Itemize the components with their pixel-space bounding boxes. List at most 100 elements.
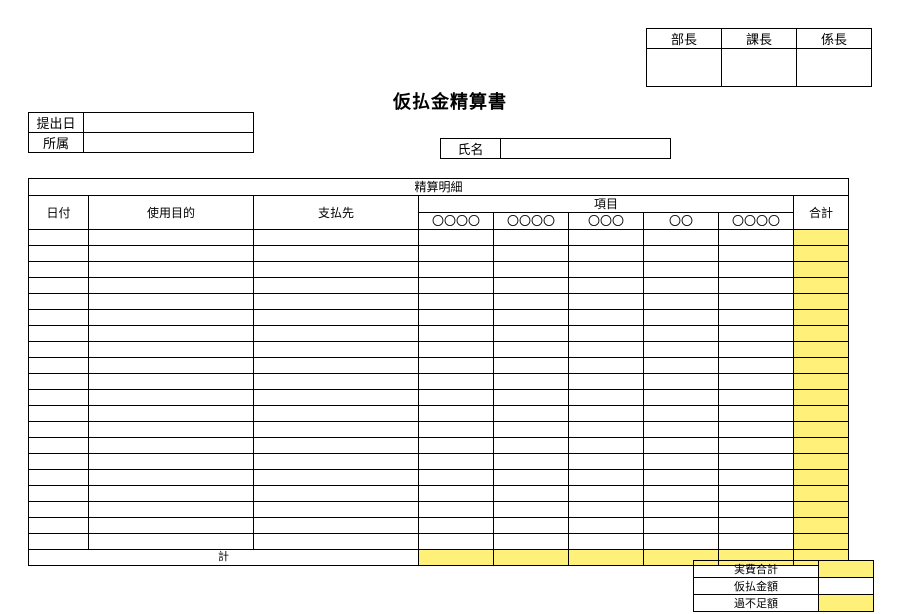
- row-cell[interactable]: [254, 406, 419, 422]
- row-cell[interactable]: [419, 534, 494, 550]
- row-cell[interactable]: [29, 310, 89, 326]
- row-cell[interactable]: [254, 518, 419, 534]
- row-cell[interactable]: [494, 390, 569, 406]
- row-cell[interactable]: [644, 294, 719, 310]
- row-cell[interactable]: [644, 262, 719, 278]
- row-cell[interactable]: [29, 294, 89, 310]
- row-cell[interactable]: [254, 342, 419, 358]
- row-cell[interactable]: [719, 342, 794, 358]
- row-cell[interactable]: [719, 294, 794, 310]
- row-cell[interactable]: [419, 246, 494, 262]
- row-cell[interactable]: [644, 486, 719, 502]
- row-cell[interactable]: [89, 294, 254, 310]
- row-cell[interactable]: [719, 390, 794, 406]
- row-cell[interactable]: [719, 502, 794, 518]
- row-cell[interactable]: [89, 534, 254, 550]
- row-cell[interactable]: [254, 294, 419, 310]
- row-cell[interactable]: [419, 326, 494, 342]
- row-total-cell[interactable]: [794, 246, 849, 262]
- row-cell[interactable]: [89, 342, 254, 358]
- row-cell[interactable]: [29, 486, 89, 502]
- row-cell[interactable]: [644, 470, 719, 486]
- approval-stamp-kakaricho[interactable]: [797, 49, 872, 87]
- row-cell[interactable]: [29, 230, 89, 246]
- row-cell[interactable]: [644, 502, 719, 518]
- row-cell[interactable]: [569, 326, 644, 342]
- row-cell[interactable]: [419, 470, 494, 486]
- row-total-cell[interactable]: [794, 406, 849, 422]
- row-cell[interactable]: [569, 518, 644, 534]
- row-cell[interactable]: [89, 502, 254, 518]
- row-total-cell[interactable]: [794, 518, 849, 534]
- row-cell[interactable]: [569, 278, 644, 294]
- row-cell[interactable]: [719, 406, 794, 422]
- row-cell[interactable]: [89, 278, 254, 294]
- row-cell[interactable]: [89, 470, 254, 486]
- row-total-cell[interactable]: [794, 278, 849, 294]
- row-cell[interactable]: [494, 502, 569, 518]
- row-cell[interactable]: [29, 470, 89, 486]
- row-cell[interactable]: [494, 294, 569, 310]
- row-cell[interactable]: [569, 358, 644, 374]
- row-cell[interactable]: [419, 518, 494, 534]
- row-cell[interactable]: [29, 518, 89, 534]
- row-cell[interactable]: [89, 454, 254, 470]
- subtotal-item-cell[interactable]: [569, 550, 644, 566]
- row-cell[interactable]: [644, 518, 719, 534]
- row-cell[interactable]: [644, 278, 719, 294]
- row-cell[interactable]: [29, 342, 89, 358]
- row-cell[interactable]: [719, 438, 794, 454]
- row-cell[interactable]: [494, 486, 569, 502]
- row-cell[interactable]: [254, 390, 419, 406]
- row-cell[interactable]: [494, 230, 569, 246]
- row-cell[interactable]: [569, 470, 644, 486]
- row-cell[interactable]: [494, 422, 569, 438]
- row-cell[interactable]: [254, 310, 419, 326]
- row-cell[interactable]: [29, 326, 89, 342]
- row-cell[interactable]: [644, 406, 719, 422]
- row-cell[interactable]: [419, 230, 494, 246]
- row-total-cell[interactable]: [794, 374, 849, 390]
- row-cell[interactable]: [719, 422, 794, 438]
- row-total-cell[interactable]: [794, 438, 849, 454]
- row-cell[interactable]: [254, 422, 419, 438]
- row-cell[interactable]: [419, 294, 494, 310]
- row-total-cell[interactable]: [794, 294, 849, 310]
- row-cell[interactable]: [419, 310, 494, 326]
- subtotal-item-cell[interactable]: [494, 550, 569, 566]
- row-cell[interactable]: [89, 486, 254, 502]
- row-total-cell[interactable]: [794, 326, 849, 342]
- row-cell[interactable]: [494, 310, 569, 326]
- row-cell[interactable]: [719, 454, 794, 470]
- row-cell[interactable]: [89, 326, 254, 342]
- row-cell[interactable]: [644, 326, 719, 342]
- row-cell[interactable]: [644, 438, 719, 454]
- row-cell[interactable]: [254, 374, 419, 390]
- row-cell[interactable]: [719, 230, 794, 246]
- row-cell[interactable]: [494, 342, 569, 358]
- row-cell[interactable]: [494, 278, 569, 294]
- row-cell[interactable]: [254, 454, 419, 470]
- row-cell[interactable]: [494, 374, 569, 390]
- row-cell[interactable]: [719, 310, 794, 326]
- row-cell[interactable]: [494, 326, 569, 342]
- row-cell[interactable]: [494, 438, 569, 454]
- row-cell[interactable]: [29, 262, 89, 278]
- submit-date-value[interactable]: [84, 113, 254, 133]
- row-total-cell[interactable]: [794, 454, 849, 470]
- name-value[interactable]: [501, 139, 671, 159]
- row-cell[interactable]: [29, 502, 89, 518]
- summary-advance-value[interactable]: [819, 578, 874, 595]
- row-cell[interactable]: [419, 406, 494, 422]
- row-cell[interactable]: [419, 278, 494, 294]
- row-cell[interactable]: [419, 374, 494, 390]
- row-cell[interactable]: [494, 534, 569, 550]
- row-cell[interactable]: [494, 470, 569, 486]
- row-cell[interactable]: [644, 246, 719, 262]
- row-cell[interactable]: [719, 534, 794, 550]
- row-cell[interactable]: [89, 374, 254, 390]
- row-cell[interactable]: [569, 374, 644, 390]
- row-cell[interactable]: [569, 438, 644, 454]
- row-cell[interactable]: [419, 422, 494, 438]
- row-cell[interactable]: [419, 262, 494, 278]
